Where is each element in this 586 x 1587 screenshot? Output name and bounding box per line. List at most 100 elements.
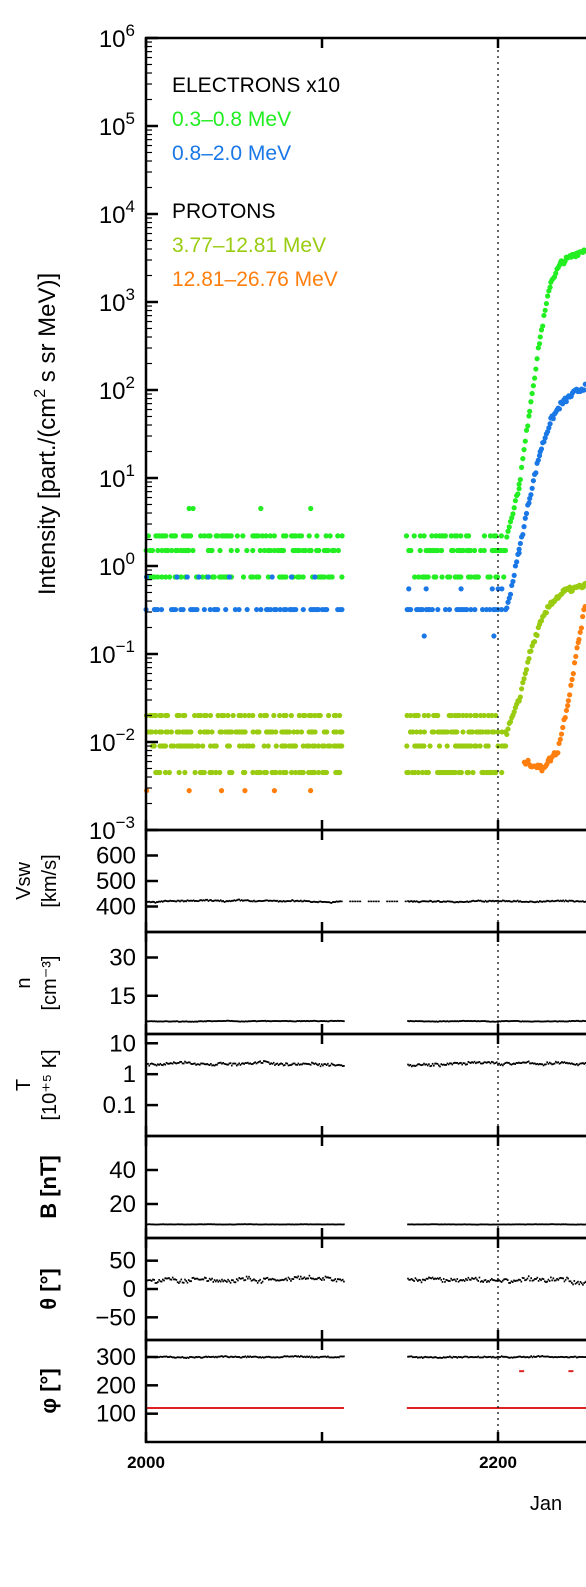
data-point	[318, 1276, 321, 1279]
data-point	[298, 1063, 301, 1066]
data-point	[576, 636, 582, 643]
data-point	[435, 1223, 438, 1226]
data-point	[201, 1278, 204, 1281]
data-point	[536, 341, 543, 347]
data-point	[322, 1407, 324, 1409]
data-point	[272, 1020, 275, 1022]
data-point	[333, 1064, 335, 1066]
data-point	[541, 1223, 544, 1226]
data-point	[286, 1407, 289, 1409]
data-point	[471, 1223, 473, 1226]
data-point	[583, 1063, 585, 1065]
data-point	[236, 743, 243, 749]
data-point	[203, 1223, 206, 1226]
data-point	[317, 901, 319, 904]
data-point	[516, 546, 522, 552]
data-point	[426, 900, 429, 903]
data-point	[507, 591, 514, 597]
data-point	[162, 769, 169, 776]
data-point	[219, 1407, 222, 1409]
data-point	[271, 1277, 274, 1280]
data-point	[327, 533, 333, 539]
data-point	[407, 1020, 409, 1022]
data-point	[548, 1356, 551, 1359]
data-point	[221, 1020, 223, 1023]
data-point	[216, 1407, 219, 1409]
data-point	[173, 1061, 175, 1064]
data-point	[531, 1279, 534, 1282]
data-point	[498, 1279, 500, 1282]
data-point	[514, 1063, 516, 1066]
data-point	[223, 1223, 226, 1226]
data-point	[471, 900, 473, 902]
data-point	[186, 1223, 189, 1226]
data-point	[150, 1223, 153, 1226]
data-point	[268, 1407, 271, 1409]
data-point	[180, 1407, 183, 1409]
data-point	[419, 1223, 422, 1226]
data-point	[240, 1223, 243, 1226]
data-point	[514, 1020, 516, 1022]
data-point	[171, 1407, 173, 1409]
data-point	[573, 1407, 576, 1409]
data-point	[158, 1063, 160, 1066]
data-point	[568, 1062, 571, 1065]
data-point	[226, 1280, 228, 1283]
data-point	[515, 1356, 518, 1359]
data-point	[542, 900, 545, 903]
data-point	[286, 1062, 289, 1065]
data-point	[465, 1223, 467, 1226]
data-point	[404, 743, 410, 749]
data-point	[413, 1407, 415, 1409]
data-point	[495, 1356, 498, 1359]
data-point	[516, 1223, 519, 1226]
data-point	[512, 498, 519, 504]
data-point	[215, 533, 221, 539]
data-point	[320, 1407, 322, 1409]
data-point	[172, 1407, 174, 1409]
data-point	[324, 1063, 327, 1066]
data-point	[213, 769, 219, 776]
data-point	[169, 1407, 171, 1409]
data-point	[296, 1355, 298, 1358]
data-point	[276, 1407, 279, 1409]
data-point	[415, 1278, 418, 1281]
data-point	[271, 1062, 274, 1065]
data-point	[529, 1062, 531, 1065]
data-point	[298, 729, 305, 735]
data-point	[493, 900, 496, 903]
data-point	[309, 1277, 312, 1279]
data-point	[174, 1356, 176, 1359]
data-point	[505, 528, 511, 534]
data-point	[489, 712, 495, 719]
data-point	[456, 1407, 459, 1409]
data-point	[552, 1277, 555, 1280]
data-point	[456, 1278, 459, 1280]
data-point	[529, 1356, 531, 1359]
data-point	[267, 1020, 270, 1022]
data-point	[540, 1279, 542, 1282]
data-point	[460, 712, 466, 719]
data-point	[562, 1356, 565, 1359]
data-point	[208, 1407, 210, 1409]
data-point	[244, 1355, 247, 1358]
data-point	[562, 715, 568, 721]
data-point	[494, 1062, 497, 1065]
data-point	[237, 1223, 239, 1226]
data-point	[273, 606, 279, 613]
data-point	[324, 1223, 327, 1226]
data-point	[562, 1020, 565, 1023]
data-point	[490, 900, 493, 903]
data-point	[242, 899, 244, 902]
data-point	[547, 900, 550, 902]
data-point	[415, 1223, 418, 1226]
data-point	[556, 1277, 558, 1280]
data-point	[551, 1279, 553, 1282]
data-point	[159, 729, 165, 735]
data-point	[343, 1020, 345, 1023]
data-point	[583, 1282, 585, 1284]
data-point	[237, 1020, 239, 1023]
data-point	[281, 1063, 284, 1065]
data-point	[569, 1407, 572, 1409]
data-point	[433, 1020, 435, 1023]
